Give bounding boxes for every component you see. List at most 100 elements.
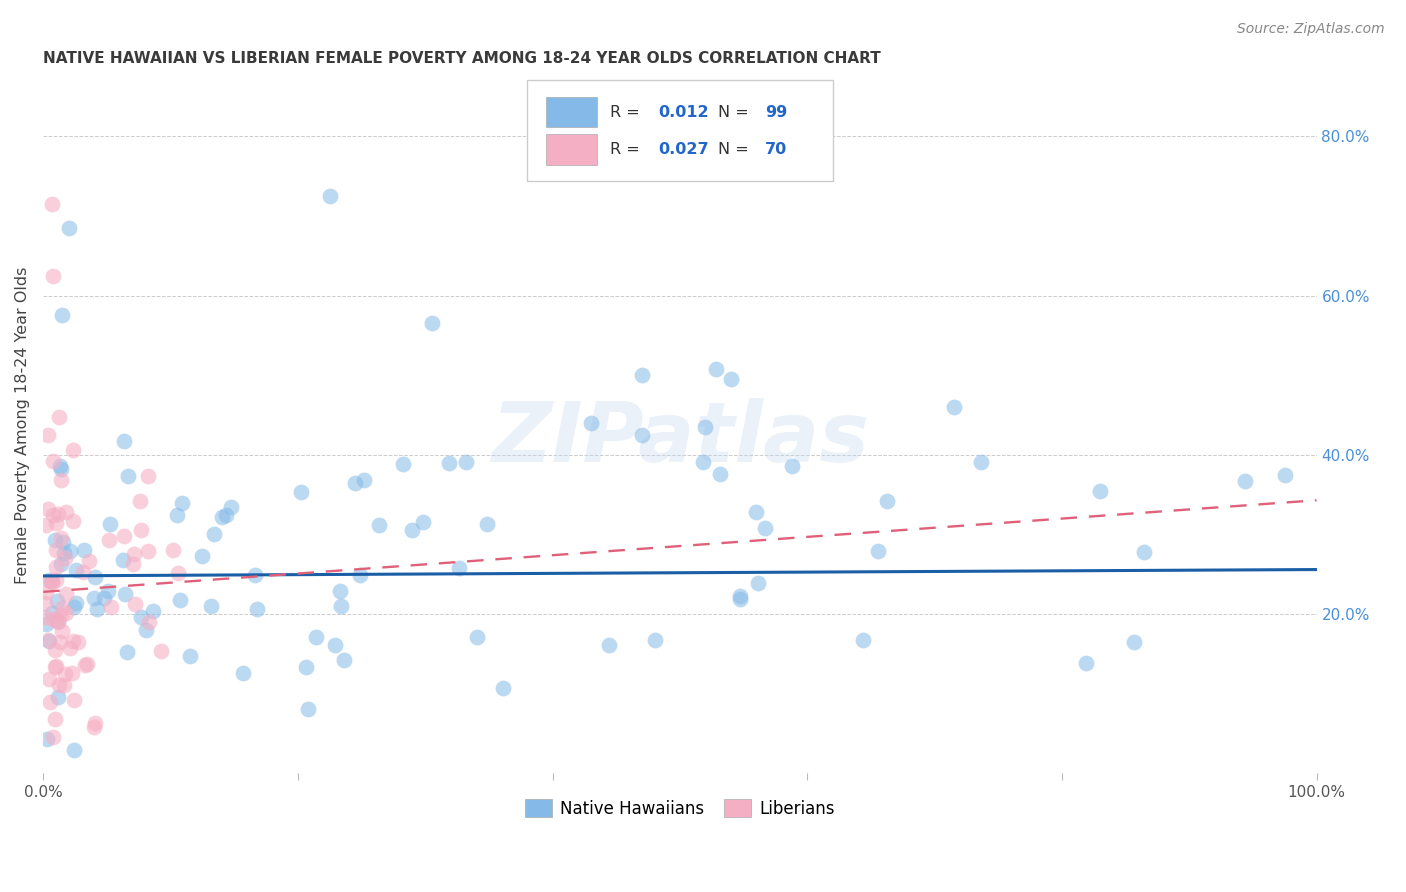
Point (46, 614, 69, 628)
Point (720, 372, 742, 386)
Point (53, 678, 76, 692)
Point (245, 568, 267, 582)
Point (76, 657, 98, 671)
Point (75, 657, 97, 672)
Point (53, 546, 76, 560)
Point (83, 591, 105, 606)
Point (53, 551, 76, 566)
Point (353, 473, 375, 487)
Point (100, 599, 122, 614)
Point (65, 563, 87, 577)
Text: 0.027: 0.027 (658, 142, 709, 157)
Point (704, 361, 727, 376)
Point (191, 549, 214, 563)
Point (232, 666, 254, 681)
Point (38, 673, 60, 687)
Point (200, 599, 222, 613)
Point (93, 591, 115, 606)
Point (60, 665, 83, 680)
Point (51, 624, 73, 638)
Point (142, 604, 165, 618)
Point (215, 508, 238, 523)
Point (138, 615, 160, 629)
Point (115, 645, 138, 659)
Point (55, 505, 77, 519)
Legend: Native Hawaiians, Liberians: Native Hawaiians, Liberians (519, 793, 841, 824)
Point (782, 459, 804, 474)
Point (45, 573, 67, 587)
Point (65, 596, 87, 610)
Point (44, 712, 66, 726)
Text: R =: R = (610, 142, 645, 157)
FancyBboxPatch shape (546, 96, 598, 128)
Point (492, 681, 515, 695)
Point (135, 623, 157, 637)
Point (129, 494, 152, 508)
Point (44, 533, 66, 548)
Point (179, 648, 201, 663)
Point (42, 508, 65, 523)
Point (969, 455, 991, 469)
Point (465, 630, 488, 644)
Point (34, 609, 56, 624)
Point (447, 560, 470, 574)
Point (162, 543, 184, 558)
Point (112, 434, 135, 449)
Point (745, 505, 768, 519)
Point (644, 633, 666, 648)
Point (1233, 474, 1256, 488)
Point (332, 653, 354, 667)
Point (112, 529, 135, 543)
Point (42, 268, 65, 283)
Point (169, 592, 191, 607)
Text: N =: N = (718, 142, 754, 157)
Text: ZIPatlas: ZIPatlas (491, 399, 869, 479)
Point (392, 457, 415, 471)
Point (58, 220, 80, 235)
Text: Source: ZipAtlas.com: Source: ZipAtlas.com (1237, 22, 1385, 37)
Point (477, 517, 499, 532)
FancyBboxPatch shape (546, 135, 598, 165)
Point (1123, 635, 1146, 649)
Point (62, 514, 84, 528)
Point (49, 462, 72, 476)
Point (876, 494, 898, 508)
Text: N =: N = (718, 104, 754, 120)
Point (138, 543, 160, 558)
Point (112, 553, 135, 567)
Point (692, 455, 714, 469)
Point (437, 456, 460, 470)
Point (83, 720, 105, 734)
Point (51, 608, 73, 623)
Point (66, 635, 89, 649)
Point (695, 420, 717, 434)
Point (79, 554, 101, 568)
Point (219, 500, 242, 514)
Point (349, 568, 371, 582)
Point (367, 518, 389, 533)
FancyBboxPatch shape (527, 80, 832, 181)
Point (62, 443, 84, 458)
Point (59, 640, 82, 655)
Point (1133, 545, 1156, 559)
Text: NATIVE HAWAIIAN VS LIBERIAN FEMALE POVERTY AMONG 18-24 YEAR OLDS CORRELATION CHA: NATIVE HAWAIIAN VS LIBERIAN FEMALE POVER… (44, 51, 882, 66)
Point (63, 742, 86, 756)
Point (59, 544, 82, 558)
Point (37, 732, 59, 747)
Point (579, 416, 602, 430)
Point (730, 591, 752, 606)
Point (305, 630, 328, 644)
Point (37, 428, 59, 442)
Point (45, 594, 67, 608)
Point (246, 602, 269, 616)
Point (852, 632, 875, 647)
Point (63, 600, 86, 615)
Point (122, 547, 145, 561)
Text: 70: 70 (765, 142, 787, 157)
Point (45, 516, 67, 531)
Point (42, 730, 65, 744)
Text: 0.012: 0.012 (658, 104, 709, 120)
Point (44, 643, 66, 657)
Point (45, 613, 67, 627)
Point (318, 189, 340, 203)
